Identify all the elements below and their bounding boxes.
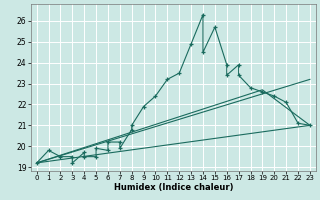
- X-axis label: Humidex (Indice chaleur): Humidex (Indice chaleur): [114, 183, 233, 192]
